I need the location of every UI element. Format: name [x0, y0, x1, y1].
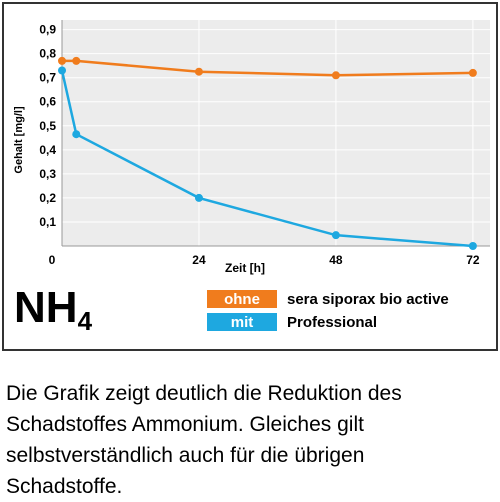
legend-label: mit: [231, 314, 254, 331]
caption-line: Schadstoffe.: [6, 475, 122, 497]
y-tick-label: 0,6: [39, 95, 56, 109]
formula: NH4: [14, 283, 93, 336]
data-point: [194, 193, 203, 202]
x-tick-label: 24: [192, 253, 206, 267]
y-axis-label: Gehalt [mg/l]: [13, 106, 25, 174]
data-point: [72, 56, 81, 65]
data-point: [468, 242, 477, 250]
data-point: [468, 68, 477, 77]
y-tick-label: 0,9: [39, 23, 56, 37]
y-tick-label: 0,2: [39, 191, 56, 205]
data-point: [331, 71, 340, 80]
legend-text: Professional: [287, 314, 377, 331]
caption-line: Schadstoffes Ammonium. Gleiches gilt: [6, 413, 364, 436]
legend-swatch: [207, 290, 277, 308]
y-tick-label: 0,8: [39, 47, 56, 61]
y-tick-label: 0,7: [39, 71, 56, 85]
y-tick-label: 0,1: [39, 215, 56, 229]
legend-swatch: [207, 313, 277, 331]
data-point: [58, 56, 66, 65]
plot-area: [62, 20, 490, 246]
y-tick-label: 0,5: [39, 119, 56, 133]
data-point: [331, 231, 340, 240]
x-axis-label: Zeit [h]: [225, 261, 265, 275]
formula-text: NH: [14, 283, 78, 332]
x-tick-label: 48: [329, 253, 343, 267]
legend-text: sera siporax bio active: [287, 291, 449, 308]
caption-line: selbstverständlich auch für die übrigen: [6, 444, 364, 467]
caption-line: Die Grafik zeigt deutlich die Reduktion …: [6, 382, 402, 405]
formula-subscript: 4: [78, 306, 93, 336]
frame: [2, 2, 498, 351]
x-tick-label: 72: [466, 253, 480, 267]
x-tick-label: 0: [49, 253, 56, 267]
legend-label: ohne: [224, 291, 260, 308]
data-point: [194, 67, 203, 76]
data-point: [58, 66, 66, 75]
y-tick-label: 0,3: [39, 167, 56, 181]
y-tick-label: 0,4: [39, 143, 56, 157]
data-point: [72, 130, 81, 139]
